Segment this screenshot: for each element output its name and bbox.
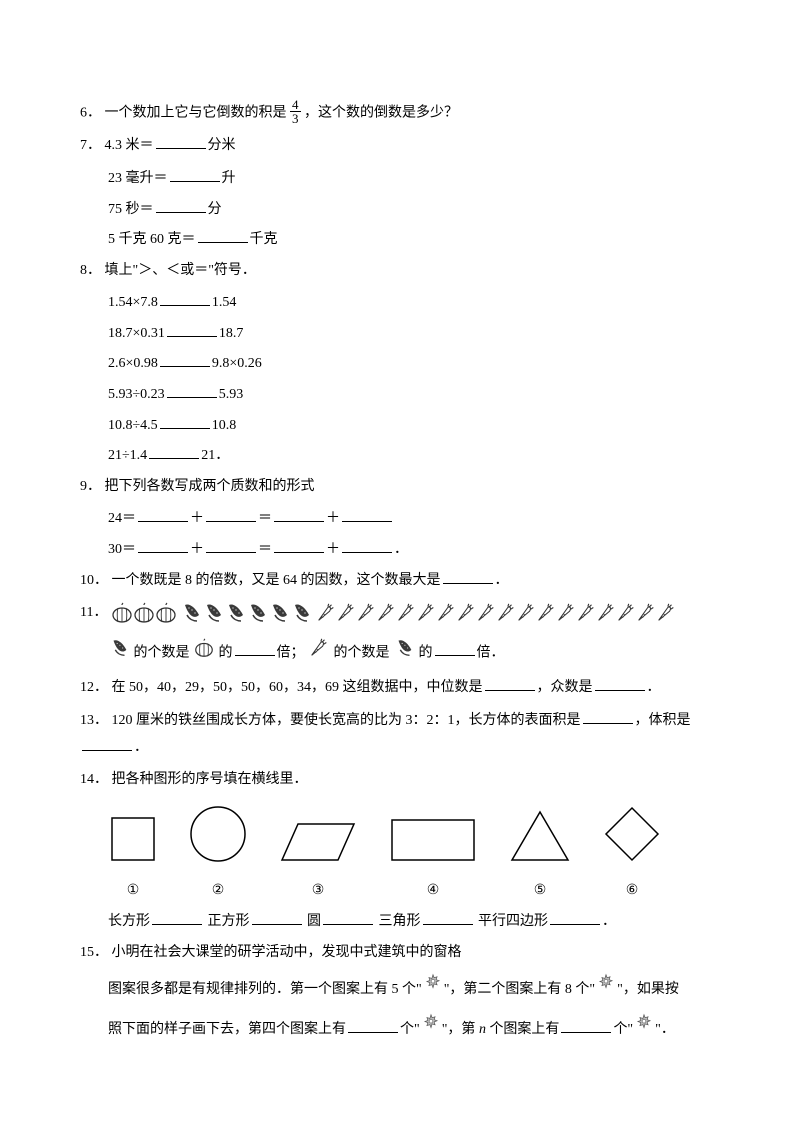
fraction-4-3: 4 3: [290, 98, 301, 125]
rectangle-icon: [388, 816, 478, 864]
corn-icon: [108, 648, 130, 663]
q7-number: 7．: [80, 138, 101, 153]
blank[interactable]: [138, 539, 188, 553]
n-variable: n: [479, 1022, 486, 1037]
blank[interactable]: [198, 229, 248, 243]
corn-icon: [393, 648, 415, 663]
q12-number: 12．: [80, 680, 108, 695]
q9-title: 把下列各数写成两个质数和的形式: [105, 479, 315, 494]
shape-circle: ②: [188, 804, 248, 905]
q14-categories: 长方形 正方形 圆 三角形 平行四边形．: [80, 909, 713, 936]
q8-row: 5.93÷0.235.93: [80, 382, 713, 409]
question-7: 7． 4.3 米＝分米: [80, 133, 713, 160]
blank[interactable]: [167, 323, 217, 337]
q13-number: 13．: [80, 713, 108, 728]
q9-row-a: 24＝＋＝＋: [80, 506, 713, 533]
q6-text-b: ，这个数的倒数是多少？: [304, 106, 458, 121]
blank[interactable]: [160, 415, 210, 429]
blank[interactable]: [342, 539, 392, 553]
blank[interactable]: [583, 710, 633, 724]
q15-line3: 照下面的样子画下去，第四个图案上有个""，第 n 个图案上有个""．: [80, 1012, 713, 1048]
question-14: 14． 把各种图形的序号填在横线里．: [80, 767, 713, 794]
q11-icons-row: [111, 601, 676, 625]
star-icon: [595, 983, 617, 998]
blank[interactable]: [152, 911, 202, 925]
question-6: 6． 一个数加上它与它倒数的积是 4 3 ，这个数的倒数是多少？: [80, 100, 713, 127]
question-8: 8． 填上"＞、＜或＝"符号．: [80, 258, 713, 285]
diamond-icon: [602, 804, 662, 864]
blank[interactable]: [423, 911, 473, 925]
blank[interactable]: [235, 642, 275, 656]
blank[interactable]: [443, 570, 493, 584]
q8-row: 1.54×7.81.54: [80, 290, 713, 317]
blank[interactable]: [82, 737, 132, 751]
blank[interactable]: [323, 911, 373, 925]
square-icon: [108, 814, 158, 864]
question-11: 11．: [80, 600, 713, 627]
blank[interactable]: [252, 911, 302, 925]
shape-diamond: ⑥: [602, 804, 662, 905]
blank[interactable]: [274, 508, 324, 522]
q8-row: 10.8÷4.510.8: [80, 413, 713, 440]
blank[interactable]: [561, 1019, 611, 1033]
triangle-icon: [508, 808, 572, 864]
pumpkin-icon: [193, 648, 215, 663]
question-12: 12． 在 50，40，29，50，50，60，34，69 这组数据中，中位数是…: [80, 675, 713, 702]
question-13: 13． 120 厘米的铁丝围成长方体，要使长宽高的比为 3：2：1，长方体的表面…: [80, 708, 713, 761]
circle-icon: [188, 804, 248, 864]
blank[interactable]: [156, 135, 206, 149]
q8-number: 8．: [80, 263, 101, 278]
blank[interactable]: [170, 168, 220, 182]
question-9: 9． 把下列各数写成两个质数和的形式: [80, 474, 713, 501]
blank[interactable]: [167, 384, 217, 398]
shape-rectangle: ④: [388, 816, 478, 905]
star-icon: [633, 1023, 655, 1038]
q8-row: 18.7×0.3118.7: [80, 321, 713, 348]
blank[interactable]: [160, 353, 210, 367]
blank[interactable]: [149, 445, 199, 459]
q14-number: 14．: [80, 772, 108, 787]
blank[interactable]: [274, 539, 324, 553]
q8-row: 2.6×0.989.8×0.26: [80, 351, 713, 378]
shapes-row: ① ② ③ ④ ⑤ ⑥: [80, 804, 713, 905]
q7-row-d: 5 千克 60 克＝千克: [80, 227, 713, 254]
blank[interactable]: [206, 508, 256, 522]
q7-row-c: 75 秒＝分: [80, 197, 713, 224]
blank[interactable]: [160, 292, 210, 306]
carrot-icon: [308, 648, 330, 663]
q11-line2: 的个数是 的倍； 的个数是 的倍．: [80, 637, 713, 670]
q15-number: 15．: [80, 945, 108, 960]
blank[interactable]: [485, 677, 535, 691]
blank[interactable]: [348, 1019, 398, 1033]
question-15: 15． 小明在社会大课堂的研学活动中，发现中式建筑中的窗格: [80, 940, 713, 967]
q9-row-b: 30＝＋＝＋．: [80, 537, 713, 564]
q14-title: 把各种图形的序号填在横线里．: [112, 772, 308, 787]
q6-number: 6．: [80, 106, 101, 121]
q11-number: 11．: [80, 605, 107, 620]
blank[interactable]: [138, 508, 188, 522]
q8-row: 21÷1.421．: [80, 443, 713, 470]
q9-number: 9．: [80, 479, 101, 494]
shape-parallelogram: ③: [278, 820, 358, 905]
shape-square: ①: [108, 814, 158, 905]
star-icon: [422, 983, 444, 998]
q7-row-b: 23 毫升＝升: [80, 166, 713, 193]
blank[interactable]: [342, 508, 392, 522]
blank[interactable]: [595, 677, 645, 691]
q8-title: 填上"＞、＜或＝"符号．: [105, 263, 256, 278]
blank[interactable]: [206, 539, 256, 553]
question-10: 10． 一个数既是 8 的倍数，又是 64 的因数，这个数最大是．: [80, 568, 713, 595]
star-icon: [420, 1023, 442, 1038]
q10-number: 10．: [80, 573, 108, 588]
q15-line2: 图案很多都是有规律排列的．第一个图案上有 5 个""，第二个图案上有 8 个""…: [80, 972, 713, 1008]
parallelogram-icon: [278, 820, 358, 864]
q6-text-a: 一个数加上它与它倒数的积是: [105, 106, 287, 121]
blank[interactable]: [156, 199, 206, 213]
shape-triangle: ⑤: [508, 808, 572, 905]
blank[interactable]: [550, 911, 600, 925]
blank[interactable]: [435, 642, 475, 656]
